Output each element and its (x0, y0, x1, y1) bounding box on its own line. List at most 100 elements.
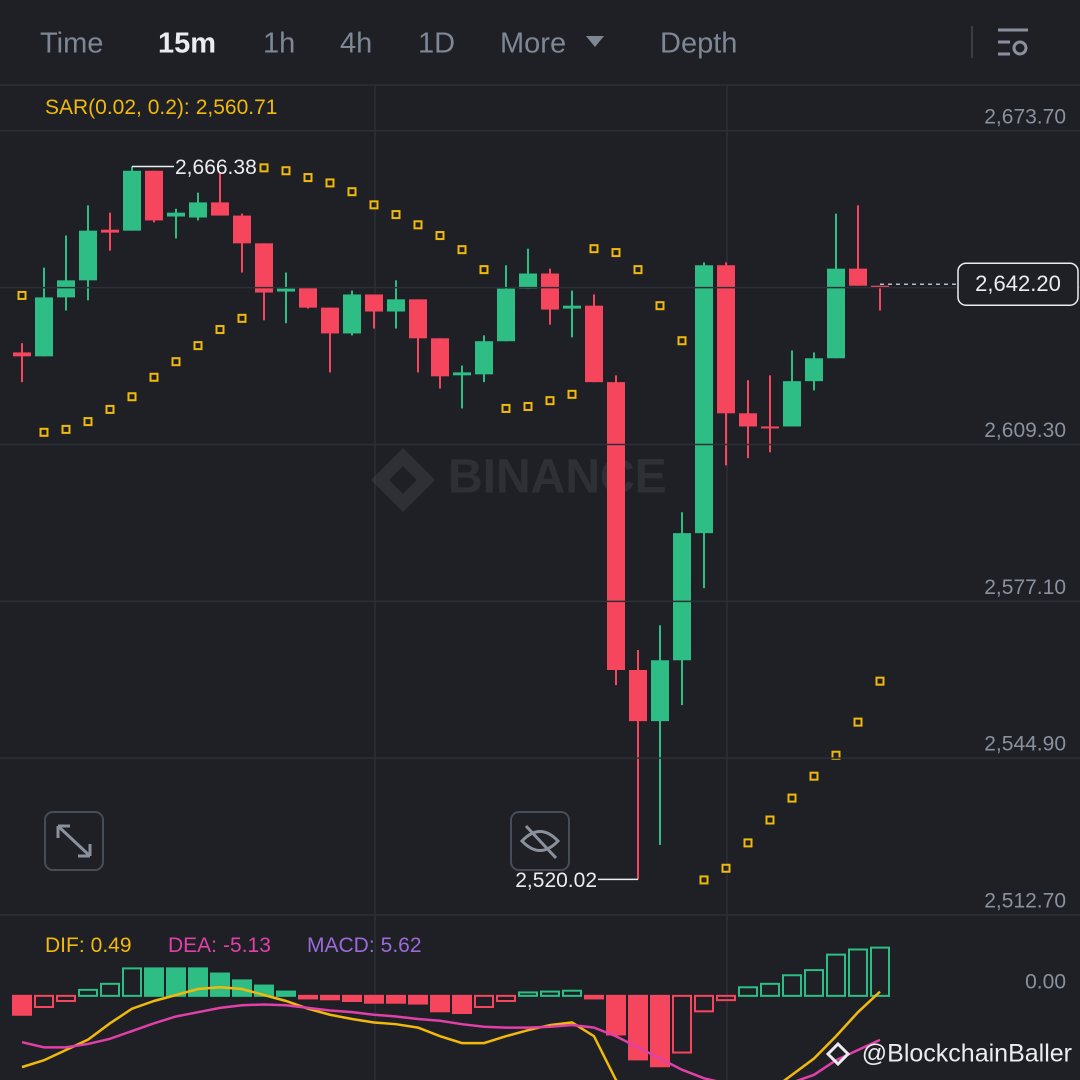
candle-body (739, 413, 757, 427)
tab[interactable]: Time (40, 28, 103, 60)
candle-body (145, 170, 163, 221)
indicator-line (21, 986, 881, 1080)
dropdown-arrow (586, 36, 604, 47)
sar-dot (127, 392, 137, 402)
y-tick-label: 0.00 (1025, 970, 1066, 993)
sar-dot (721, 863, 731, 873)
sar-dot (633, 265, 643, 275)
macd-bar (320, 994, 340, 1001)
candle-body (497, 288, 515, 342)
candle-body (475, 341, 493, 375)
legend-entry: MACD: 5.62 (307, 934, 422, 957)
candle-body (871, 285, 889, 288)
sar-dot (567, 389, 577, 399)
macd-bar (672, 994, 692, 1054)
macd-bar (122, 967, 142, 997)
watermark-text: BINANCE (448, 451, 667, 504)
settings-icon[interactable] (998, 28, 1028, 56)
candle-body (387, 299, 405, 312)
candle-body (13, 352, 31, 357)
macd-bar (276, 990, 296, 997)
legend-name: MACD: (307, 934, 375, 957)
sar-dot (347, 187, 357, 197)
y-tick-label: 2,577.10 (984, 576, 1066, 599)
sar-dot (61, 424, 71, 434)
tab[interactable]: 4h (340, 28, 372, 60)
sar-name: SAR(0.02, 0.2): (45, 96, 190, 119)
sar-dot (435, 231, 445, 241)
candle-body (805, 358, 823, 382)
macd-bar (562, 989, 582, 997)
sar-dot (501, 403, 511, 413)
candle-body (541, 273, 559, 310)
macd-bar (606, 994, 626, 1036)
macd-bar (166, 967, 186, 997)
candle-body (519, 273, 537, 289)
candle-body (79, 230, 97, 281)
macd-bar (210, 972, 230, 997)
candle-body (607, 382, 625, 671)
sar-dot (853, 717, 863, 727)
tab[interactable]: 1D (418, 28, 455, 60)
expand-button[interactable] (44, 811, 104, 871)
timeframe-tabs: Time 15m 1h 4h 1D More Depth (40, 28, 737, 60)
macd-bar (760, 982, 780, 997)
legend-value: 0.49 (91, 934, 132, 957)
macd-bar (342, 994, 362, 1003)
indicator-line (21, 1003, 881, 1080)
legend-value: 5.62 (381, 934, 422, 957)
sar-dot (193, 341, 203, 351)
sar-dot (875, 676, 885, 686)
macd-bar (452, 994, 472, 1015)
candle-body (783, 381, 801, 427)
watermark: BINANCE (371, 448, 667, 512)
y-tick-label: 2,544.90 (984, 733, 1066, 756)
candle-body (563, 305, 581, 309)
sar-dot (149, 372, 159, 382)
max-label: 2,666.38 (175, 156, 257, 179)
tab[interactable]: Depth (660, 28, 737, 60)
sar-dot (83, 417, 93, 427)
sar-dot (479, 265, 489, 275)
tab[interactable]: 15m (158, 28, 216, 60)
candle-body (255, 243, 273, 293)
macd-bar (518, 991, 538, 997)
sar-dot (215, 325, 225, 335)
candle-body (35, 297, 53, 357)
sar-dot (457, 245, 467, 255)
sar-dot (699, 875, 709, 885)
sar-dot (369, 200, 379, 210)
macd-bar (298, 994, 318, 1000)
candle-body (299, 287, 317, 308)
candle-body (57, 280, 75, 298)
sar-dot (611, 248, 621, 258)
macd-bar (34, 994, 54, 1009)
credit: @BlockchainBaller (825, 1040, 1072, 1068)
macd-bar (804, 969, 824, 997)
candle-body (233, 215, 251, 244)
hide-button[interactable] (510, 811, 570, 871)
candle-body (761, 426, 779, 429)
sar-dot (105, 404, 115, 414)
candle-body (629, 670, 647, 722)
candle-body (717, 265, 735, 414)
sar-dot (589, 244, 599, 254)
candle-body (167, 212, 185, 217)
tab[interactable]: 1h (263, 28, 295, 60)
sar-dot (655, 301, 665, 311)
sar-dot (743, 838, 753, 848)
candle-body (585, 305, 603, 383)
macd-bar (870, 946, 890, 997)
candle-body (277, 288, 295, 292)
candle-body (123, 170, 141, 231)
sar-dot (259, 163, 269, 173)
sar-value: 2,560.71 (196, 96, 278, 119)
candle-body (431, 338, 449, 377)
sar-dot (303, 173, 313, 183)
y-tick-label: 2,609.30 (984, 419, 1066, 442)
macd-bar (496, 994, 516, 1003)
sar-dot (787, 793, 797, 803)
tab[interactable]: More (500, 28, 566, 60)
last-price-box (957, 262, 1079, 306)
